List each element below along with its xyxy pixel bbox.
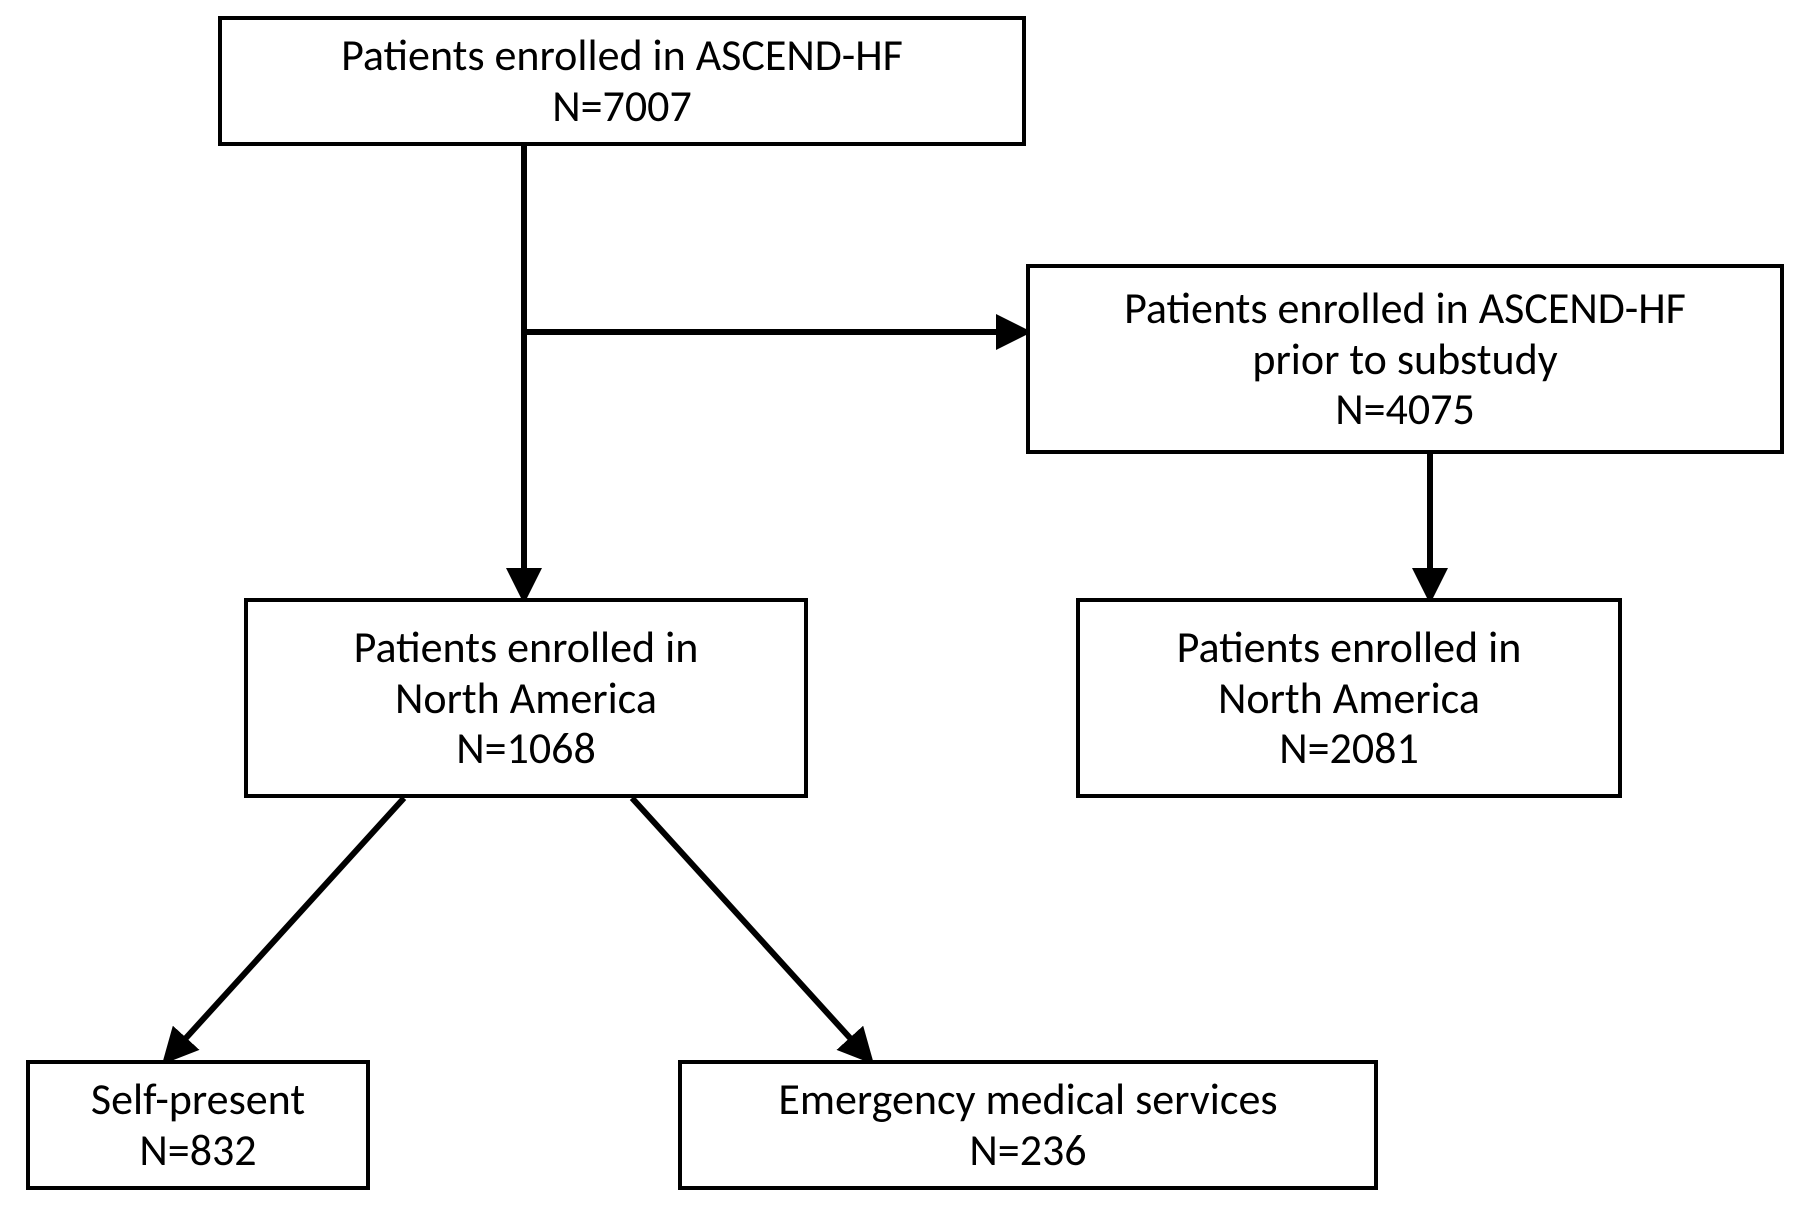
node-prior_substudy-line3: N=4075 <box>1335 384 1475 435</box>
node-na_left-line2: North America <box>395 673 657 724</box>
node-root: Patients enrolled in ASCEND-HFN=7007 <box>218 16 1026 146</box>
node-na_right-line1: Patients enrolled in <box>1177 622 1522 673</box>
node-na_left-line1: Patients enrolled in <box>354 622 699 673</box>
edge <box>632 798 870 1060</box>
node-na_right-line3: N=2081 <box>1279 723 1419 774</box>
node-prior_substudy: Patients enrolled in ASCEND-HFprior to s… <box>1026 264 1784 454</box>
node-ems: Emergency medical servicesN=236 <box>678 1060 1378 1190</box>
node-ems-line1: Emergency medical services <box>778 1074 1277 1125</box>
node-root-line2: N=7007 <box>552 81 692 132</box>
node-ems-line2: N=236 <box>969 1125 1086 1176</box>
node-na_right-line2: North America <box>1218 673 1480 724</box>
node-root-line1: Patients enrolled in ASCEND-HF <box>341 30 903 81</box>
node-na_right: Patients enrolled inNorth AmericaN=2081 <box>1076 598 1622 798</box>
edge <box>166 798 404 1060</box>
node-na_left: Patients enrolled inNorth AmericaN=1068 <box>244 598 808 798</box>
flowchart-canvas: Patients enrolled in ASCEND-HFN=7007Pati… <box>0 0 1800 1220</box>
node-self_present: Self-presentN=832 <box>26 1060 370 1190</box>
node-na_left-line3: N=1068 <box>456 723 596 774</box>
node-prior_substudy-line1: Patients enrolled in ASCEND-HF <box>1124 283 1686 334</box>
node-self_present-line2: N=832 <box>139 1125 256 1176</box>
node-prior_substudy-line2: prior to substudy <box>1252 334 1557 385</box>
node-self_present-line1: Self-present <box>91 1074 305 1125</box>
